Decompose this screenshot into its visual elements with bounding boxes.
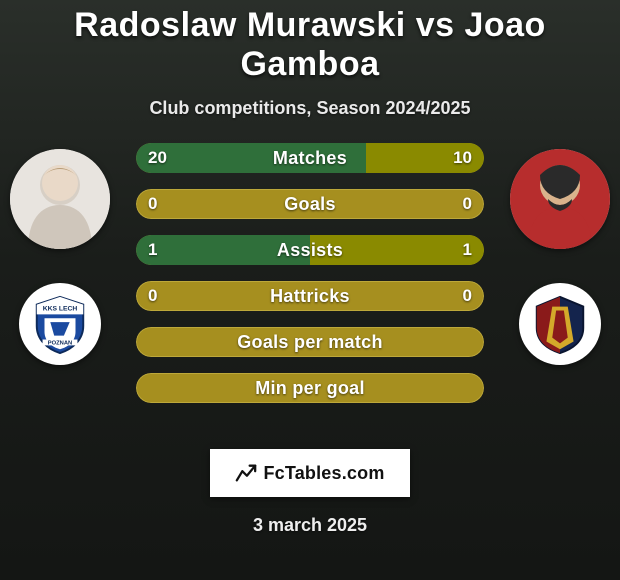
stat-row: Goals0 0 — [136, 189, 484, 219]
stat-label: Assists — [136, 235, 484, 265]
stat-bars: Matches2010Goals00Assists11Hattricks00Go… — [136, 143, 484, 419]
stat-label: Goals per match — [136, 327, 484, 357]
stat-row: Assists1 1 — [136, 235, 484, 265]
stat-value-right: 1 — [451, 235, 484, 265]
stat-label: Matches — [136, 143, 484, 173]
stat-row: Goals per match — [136, 327, 484, 357]
club-left-crest: KKS LECH POZNAN — [19, 283, 101, 365]
page-title: Radoslaw Murawski vs Joao Gamboa — [0, 0, 620, 84]
stat-value-left: 0 — [136, 189, 169, 219]
stat-label: Goals — [136, 189, 484, 219]
stat-value-left: 1 — [136, 235, 169, 265]
stat-label: Min per goal — [136, 373, 484, 403]
svg-text:POZNAN: POZNAN — [48, 340, 72, 346]
crest-icon: KKS LECH POZNAN — [29, 293, 91, 355]
date-label: 3 march 2025 — [0, 515, 620, 536]
stat-row: Min per goal — [136, 373, 484, 403]
stat-value-right: 10 — [441, 143, 484, 173]
player-left-avatar — [10, 149, 110, 249]
watermark-text: FcTables.com — [263, 463, 384, 484]
avatar-placeholder-icon — [510, 149, 610, 249]
subtitle: Club competitions, Season 2024/2025 — [0, 98, 620, 119]
svg-text:KKS LECH: KKS LECH — [43, 305, 78, 312]
stat-row: Hattricks0 0 — [136, 281, 484, 311]
player-right-avatar — [510, 149, 610, 249]
stat-value-left: 20 — [136, 143, 179, 173]
stat-value-right: 0 — [451, 281, 484, 311]
stat-label: Hattricks — [136, 281, 484, 311]
avatar-placeholder-icon — [10, 149, 110, 249]
stat-value-left: 0 — [136, 281, 169, 311]
stat-row: Matches20 10 — [136, 143, 484, 173]
logo-icon — [235, 462, 257, 484]
crest-icon — [529, 293, 591, 355]
watermark: FcTables.com — [210, 449, 410, 497]
comparison-card: Radoslaw Murawski vs Joao Gamboa Club co… — [0, 0, 620, 580]
comparison-arena: KKS LECH POZNAN Matches2010Goals00Assist… — [0, 143, 620, 443]
stat-value-right: 0 — [451, 189, 484, 219]
club-right-crest — [519, 283, 601, 365]
